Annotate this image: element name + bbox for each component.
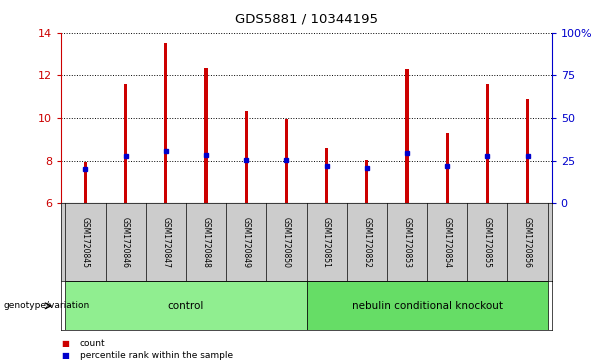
Text: GSM1720847: GSM1720847 [161,217,170,268]
Text: count: count [80,339,105,347]
Bar [485,84,489,203]
Bar [84,162,87,203]
Text: GSM1720848: GSM1720848 [202,217,210,268]
Bar [66,281,306,330]
Text: GSM1720849: GSM1720849 [242,217,251,268]
Bar [526,99,529,203]
Text: genotype/variation: genotype/variation [3,301,89,310]
Text: GSM1720846: GSM1720846 [121,217,130,268]
Bar [204,68,208,203]
Bar [306,281,547,330]
Text: GSM1720853: GSM1720853 [403,217,411,268]
Text: GDS5881 / 10344195: GDS5881 / 10344195 [235,13,378,26]
Bar [124,84,128,203]
Bar [245,110,248,203]
Text: ■: ■ [61,339,69,347]
Bar [325,148,328,203]
Text: GSM1720856: GSM1720856 [523,217,532,268]
Bar [164,43,167,203]
Text: GSM1720854: GSM1720854 [443,217,452,268]
Text: GSM1720845: GSM1720845 [81,217,90,268]
Bar [446,133,449,203]
Text: ■: ■ [61,351,69,359]
Bar [405,69,409,203]
Text: percentile rank within the sample: percentile rank within the sample [80,351,233,359]
Text: nebulin conditional knockout: nebulin conditional knockout [352,301,503,311]
Text: GSM1720852: GSM1720852 [362,217,371,268]
Text: GSM1720855: GSM1720855 [483,217,492,268]
Text: GSM1720851: GSM1720851 [322,217,331,268]
Bar [365,160,368,203]
Text: control: control [168,301,204,311]
Text: GSM1720850: GSM1720850 [282,217,291,268]
Bar [285,119,288,203]
